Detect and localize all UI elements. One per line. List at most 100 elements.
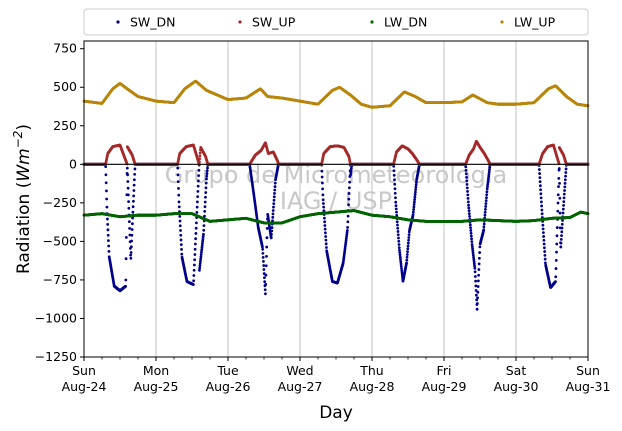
data-point (264, 273, 268, 277)
data-point (555, 226, 559, 229)
data-point (325, 246, 328, 249)
data-point (128, 226, 132, 230)
data-point (414, 180, 418, 184)
data-point (105, 197, 109, 201)
data-point (106, 223, 110, 226)
data-point (564, 171, 568, 174)
data-point (176, 180, 180, 184)
data-point (405, 253, 409, 256)
data-point (406, 244, 410, 248)
data-point (132, 189, 136, 192)
data-point (198, 160, 201, 164)
data-point (196, 200, 199, 204)
data-point (347, 192, 351, 195)
data-point (203, 200, 207, 204)
data-point (465, 175, 468, 179)
vertical-gridlines (155, 41, 517, 357)
data-point (192, 274, 196, 277)
data-point (485, 196, 488, 200)
data-point (482, 228, 486, 232)
data-point (398, 253, 402, 257)
data-point (199, 253, 203, 256)
data-point (203, 205, 207, 209)
data-point (261, 245, 264, 249)
data-point (487, 174, 491, 178)
data-point (564, 174, 567, 178)
data-point (554, 267, 558, 270)
data-point (405, 255, 409, 259)
data-point (413, 190, 417, 194)
data-point (563, 178, 567, 182)
data-point (486, 183, 490, 187)
data-point (347, 186, 351, 190)
data-point (194, 232, 198, 235)
data-point (398, 251, 402, 255)
data-point (202, 232, 205, 236)
data-point (406, 241, 410, 245)
data-point (554, 258, 558, 262)
data-point (561, 219, 564, 222)
data-point (485, 193, 489, 197)
data-point (131, 205, 135, 209)
data-point (541, 227, 545, 231)
data-point (198, 264, 202, 268)
data-point (203, 210, 207, 213)
data-point (194, 226, 198, 230)
data-point (107, 244, 111, 248)
watermark: Grupo de Micrometeorologia IAG / USP (165, 161, 507, 215)
data-point (133, 167, 137, 171)
data-point (198, 154, 202, 158)
data-point (539, 188, 543, 192)
data-point (196, 189, 200, 193)
data-point (127, 200, 130, 203)
data-point (393, 187, 397, 191)
data-point (396, 230, 400, 233)
data-point (467, 212, 471, 216)
data-point (478, 245, 482, 249)
data-point (399, 262, 403, 266)
data-point (193, 253, 197, 256)
data-point (193, 258, 197, 262)
data-point (395, 210, 398, 214)
data-point (261, 255, 265, 259)
data-point (320, 175, 324, 179)
data-point (482, 225, 486, 229)
data-point (125, 166, 129, 170)
data-point (556, 201, 560, 205)
data-point (124, 278, 128, 282)
data-point (473, 264, 476, 268)
data-point (104, 173, 108, 177)
data-point (349, 171, 353, 175)
data-point (484, 202, 488, 205)
data-point (126, 193, 130, 197)
data-point (264, 283, 268, 286)
data-point (199, 257, 203, 261)
series-sw-up (82, 139, 590, 166)
data-point (198, 262, 202, 265)
data-point (476, 290, 480, 294)
data-point (177, 205, 181, 209)
data-point (323, 227, 327, 231)
data-point (471, 251, 475, 255)
data-point (195, 211, 199, 214)
data-point (487, 176, 490, 180)
data-point (395, 220, 399, 224)
data-point (349, 173, 353, 177)
data-point (197, 168, 201, 172)
data-point (200, 250, 203, 254)
data-point (132, 194, 136, 198)
data-point (540, 208, 544, 212)
data-point (405, 258, 409, 262)
data-point (272, 205, 275, 209)
data-point (201, 241, 204, 245)
data-point (487, 170, 491, 174)
data-point (178, 214, 182, 218)
data-point (474, 284, 478, 288)
data-point (262, 264, 266, 267)
data-point (194, 221, 198, 225)
data-point (270, 229, 274, 233)
data-point (202, 228, 206, 232)
data-point (559, 237, 563, 241)
data-point (273, 181, 277, 185)
data-point (396, 226, 400, 230)
